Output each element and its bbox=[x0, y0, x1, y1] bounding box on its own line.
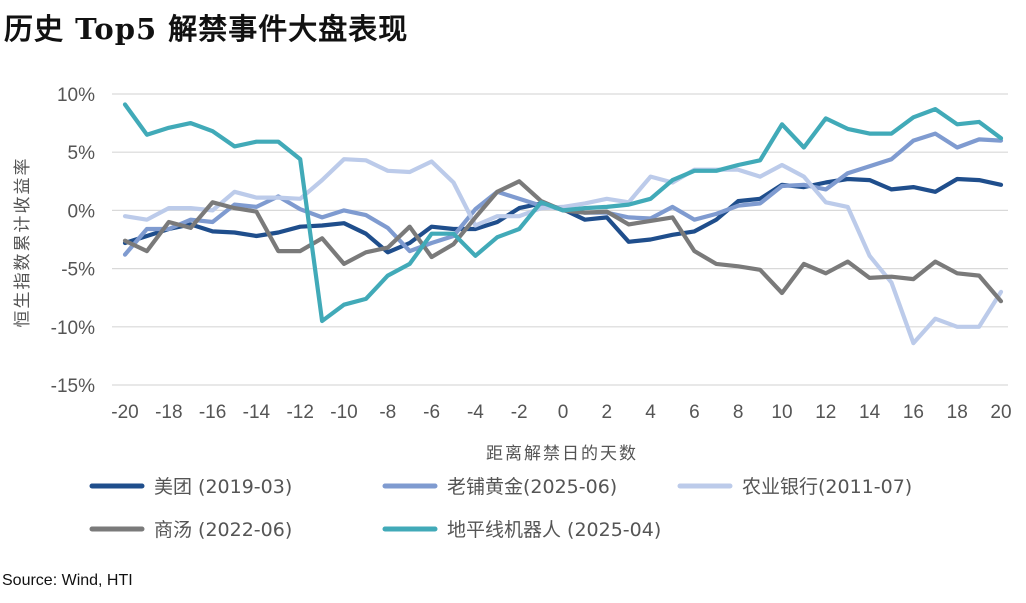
y-tick-label: 0% bbox=[68, 201, 96, 222]
x-tick-label: 4 bbox=[645, 402, 656, 423]
gridlines bbox=[112, 93, 1008, 386]
legend-item: 老铺黄金(2025-06) bbox=[382, 476, 617, 498]
legend-label: 农业银行(2011-07) bbox=[742, 476, 912, 498]
y-tick-label: 10% bbox=[57, 85, 95, 106]
x-tick-label: -6 bbox=[423, 402, 440, 423]
x-tick-label: -20 bbox=[111, 402, 138, 423]
x-tick-label: 18 bbox=[947, 402, 968, 423]
x-tick-label: -16 bbox=[199, 402, 226, 423]
y-tick-label: -10% bbox=[51, 318, 95, 339]
legend-label: 商汤 (2022-06) bbox=[154, 519, 292, 541]
y-tick-label: 5% bbox=[68, 143, 96, 164]
x-tick-label: 16 bbox=[903, 402, 924, 423]
x-tick-label: -2 bbox=[511, 402, 528, 423]
x-tick-label: 8 bbox=[733, 402, 744, 423]
x-axis-title: 距离解禁日的天数 bbox=[486, 444, 638, 464]
x-tick-label: -14 bbox=[243, 402, 271, 423]
y-axis-title: 恒生指数累计收益率 bbox=[13, 157, 33, 328]
x-tick-label: 6 bbox=[689, 402, 700, 423]
legend-label: 美团 (2019-03) bbox=[154, 476, 292, 498]
legend: 美团 (2019-03) 老铺黄金(2025-06) 农业银行(2011-07) 商汤… bbox=[89, 476, 912, 541]
x-tick-label: 20 bbox=[990, 402, 1011, 423]
y-tick-label: -15% bbox=[51, 376, 95, 397]
x-axis-ticks: -20 -18 -16 -14 -12 -10 -8 -6 -4 -2 0 2 4 6 8 10 12 14 16 1… bbox=[111, 402, 1011, 423]
series-line bbox=[122, 102, 1004, 324]
legend-item: 美团 (2019-03) bbox=[89, 476, 292, 498]
x-tick-label: 12 bbox=[815, 402, 836, 423]
chart-title: 历史 Top5 解禁事件大盘表现 bbox=[4, 12, 409, 46]
x-tick-label: 2 bbox=[602, 402, 613, 423]
x-tick-label: 14 bbox=[859, 402, 881, 423]
series-lines bbox=[122, 102, 1004, 346]
y-axis-ticks: 10% 5% 0% -5% -10% -15% bbox=[51, 85, 95, 397]
legend-item: 农业银行(2011-07) bbox=[677, 476, 912, 498]
legend-item: 商汤 (2022-06) bbox=[89, 519, 292, 541]
series-line bbox=[122, 157, 1004, 346]
legend-label: 老铺黄金(2025-06) bbox=[447, 476, 617, 498]
x-tick-label: -8 bbox=[379, 402, 396, 423]
x-tick-label: -4 bbox=[467, 402, 484, 423]
x-tick-label: -12 bbox=[286, 402, 313, 423]
x-tick-label: 10 bbox=[771, 402, 792, 423]
y-tick-label: -5% bbox=[61, 260, 95, 281]
legend-item: 地平线机器人 (2025-04) bbox=[382, 519, 661, 541]
x-tick-label: -10 bbox=[330, 402, 357, 423]
source-note: Source: Wind, HTI bbox=[2, 572, 133, 589]
x-tick-label: -18 bbox=[155, 402, 182, 423]
legend-label: 地平线机器人 (2025-04) bbox=[447, 519, 661, 541]
x-tick-label: 0 bbox=[558, 402, 569, 423]
